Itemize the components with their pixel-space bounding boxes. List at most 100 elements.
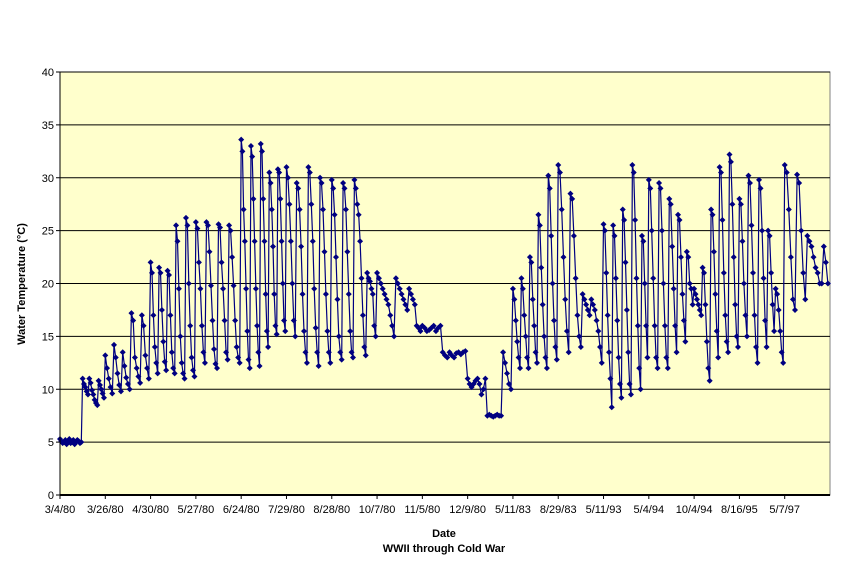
data-point xyxy=(251,238,258,245)
data-point xyxy=(100,394,107,401)
data-point xyxy=(583,301,590,308)
data-point xyxy=(301,328,308,335)
data-point xyxy=(281,317,288,324)
data-point xyxy=(514,338,521,345)
data-point xyxy=(344,248,351,255)
data-point xyxy=(528,259,535,266)
data-point xyxy=(381,291,388,298)
data-point xyxy=(239,148,246,155)
data-point xyxy=(723,338,730,345)
data-point xyxy=(417,328,424,335)
data-point xyxy=(206,248,213,255)
data-point xyxy=(109,390,116,397)
data-point xyxy=(286,201,293,208)
data-point xyxy=(732,301,739,308)
data-point xyxy=(576,333,583,340)
data-point xyxy=(658,227,665,234)
data-point xyxy=(730,254,737,261)
data-point xyxy=(720,269,727,276)
data-point xyxy=(641,280,648,287)
data-point xyxy=(451,354,458,361)
y-tick-label: 25 xyxy=(42,226,54,238)
data-point xyxy=(324,328,331,335)
data-point xyxy=(364,269,371,276)
y-tick-label: 5 xyxy=(48,437,54,449)
data-point xyxy=(601,227,608,234)
data-point xyxy=(737,201,744,208)
data-point xyxy=(349,354,356,361)
data-point xyxy=(94,402,101,409)
data-point xyxy=(480,386,487,393)
data-point xyxy=(705,365,712,372)
data-point xyxy=(647,185,654,192)
data-point xyxy=(796,180,803,187)
data-point xyxy=(209,317,216,324)
data-point xyxy=(634,322,641,329)
data-point xyxy=(266,169,273,176)
data-point xyxy=(133,365,140,372)
data-point xyxy=(168,349,175,356)
x-tick-label: 8/16/95 xyxy=(721,504,758,516)
data-point xyxy=(660,280,667,287)
data-point xyxy=(277,195,284,202)
data-point xyxy=(126,386,133,393)
data-point xyxy=(529,296,536,303)
data-point xyxy=(314,349,321,356)
x-tick-label: 6/24/80 xyxy=(223,504,260,516)
x-tick-label: 5/11/83 xyxy=(495,504,531,516)
data-point xyxy=(340,180,347,187)
data-point xyxy=(351,176,358,183)
data-point xyxy=(621,217,628,224)
data-point xyxy=(769,301,776,308)
data-point xyxy=(229,254,236,261)
data-point xyxy=(532,349,539,356)
data-point xyxy=(541,333,548,340)
data-point xyxy=(184,222,191,229)
data-point xyxy=(198,322,205,329)
data-point xyxy=(654,365,661,372)
data-point xyxy=(321,248,328,255)
data-point xyxy=(567,190,574,197)
data-point xyxy=(330,185,337,192)
data-point xyxy=(522,333,529,340)
data-point xyxy=(607,375,614,382)
data-point xyxy=(656,180,663,187)
data-point xyxy=(584,306,591,313)
data-point xyxy=(267,180,274,187)
data-point xyxy=(178,359,185,366)
data-point xyxy=(757,185,764,192)
data-point xyxy=(804,232,811,239)
data-point xyxy=(648,227,655,234)
data-point xyxy=(334,296,341,303)
data-point xyxy=(476,380,483,387)
data-point xyxy=(780,359,787,366)
data-point xyxy=(369,291,376,298)
data-point xyxy=(719,217,726,224)
data-point xyxy=(698,312,705,319)
data-point xyxy=(740,280,747,287)
data-point xyxy=(117,388,124,395)
data-point xyxy=(810,254,817,261)
data-point xyxy=(396,285,403,292)
data-point xyxy=(374,269,381,276)
data-point xyxy=(402,301,409,308)
data-point xyxy=(276,169,283,176)
data-point xyxy=(552,343,559,350)
data-point xyxy=(250,195,257,202)
data-point xyxy=(318,180,325,187)
data-point xyxy=(246,365,253,372)
data-point xyxy=(333,254,340,261)
data-point xyxy=(437,322,444,329)
data-point xyxy=(521,312,528,319)
data-point xyxy=(153,359,160,366)
data-point xyxy=(558,206,565,213)
data-point xyxy=(608,404,615,411)
data-point xyxy=(772,285,779,292)
data-point xyxy=(590,301,597,308)
data-point xyxy=(630,169,637,176)
data-point xyxy=(430,322,437,329)
data-point xyxy=(768,269,775,276)
data-point xyxy=(701,269,708,276)
data-point xyxy=(182,214,189,221)
data-point xyxy=(165,272,172,279)
